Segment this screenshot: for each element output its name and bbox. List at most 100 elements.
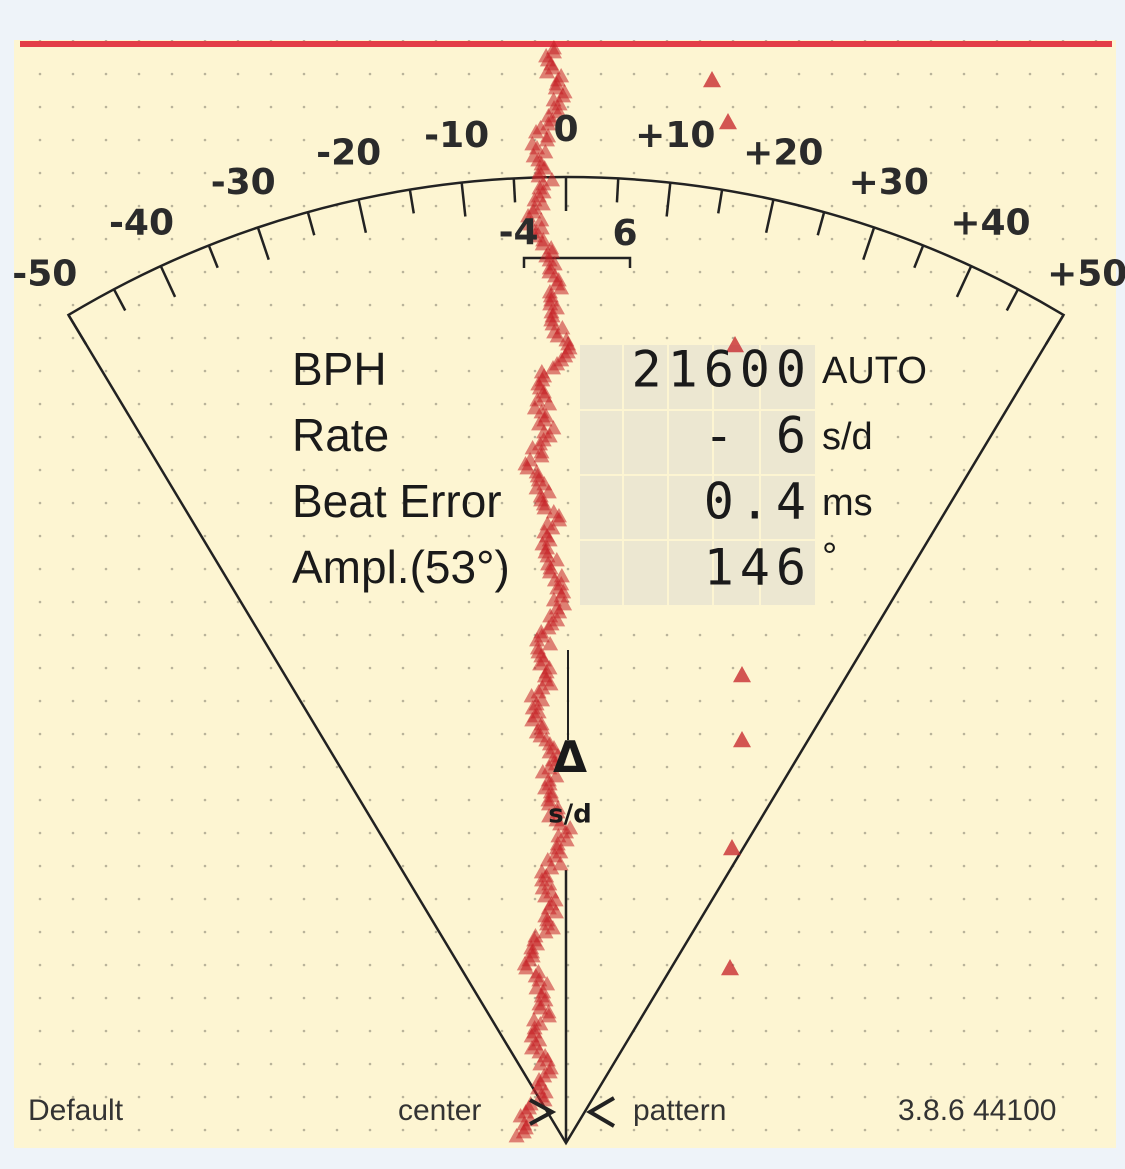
trace-point [534, 236, 551, 251]
dial-tick [615, 178, 620, 203]
scale-label: -30 [211, 162, 276, 203]
trace-point [540, 1008, 557, 1023]
readout-value: 0.4 [704, 473, 812, 531]
center-button[interactable]: center [398, 1094, 481, 1127]
trace-point [536, 500, 553, 515]
trace-point [524, 440, 541, 455]
pattern-arrow [586, 1096, 616, 1128]
trace [508, 40, 751, 1143]
trace-point [537, 924, 554, 939]
dial-tick [112, 288, 127, 312]
trace-point [537, 888, 554, 903]
scale-label: +10 [635, 115, 715, 156]
trace-point [551, 104, 568, 119]
trace-point [547, 80, 564, 95]
readout-unit: AUTO [822, 350, 927, 392]
trace-point [539, 64, 556, 79]
trace-point [552, 856, 569, 871]
trace-point [733, 666, 751, 683]
readout-unit: s/d [822, 416, 873, 458]
dial-fan [66, 175, 1066, 1146]
dial-tick [955, 265, 973, 298]
scale-label: -50 [12, 254, 77, 295]
trace-point [544, 316, 561, 331]
profile-button[interactable]: Default [28, 1094, 124, 1127]
trace-point [723, 839, 741, 856]
readout-unit: ° [822, 536, 837, 578]
status-bar-line [20, 41, 1112, 47]
trace-point [549, 328, 566, 343]
center-arrow [529, 1098, 557, 1126]
trace-point [539, 548, 556, 563]
dial-tick [256, 227, 270, 261]
trace-point [508, 1128, 525, 1143]
trace-point [551, 512, 568, 527]
scale-label: +40 [950, 202, 1030, 243]
scale-label: +50 [1047, 254, 1125, 295]
readout-value: 146 [704, 539, 812, 597]
trace-point [545, 360, 562, 375]
trace-axis-unit: s/d [548, 800, 592, 830]
inner-scale-label: -4 [499, 212, 539, 253]
dial-tick [716, 189, 724, 214]
dial-tick [913, 244, 925, 269]
dial-tick [764, 199, 775, 234]
trace-point [538, 132, 555, 147]
dial-tick [816, 211, 826, 236]
dial-tick [1044, 314, 1065, 345]
texts: Δ s/d Default center pattern 3.8.6 44100… [12, 109, 1125, 1127]
trace-point [528, 124, 545, 139]
trace-point [541, 396, 558, 411]
dial-tick [665, 182, 672, 217]
readout-label: Beat Error [292, 475, 502, 527]
trace-point [540, 484, 557, 499]
dial-tick [408, 189, 416, 214]
trace-point [544, 172, 561, 187]
trace-point [537, 144, 554, 159]
trace-point [542, 636, 559, 651]
trace-point [703, 71, 721, 88]
dial-tick [357, 199, 368, 234]
readout-background [580, 345, 815, 605]
scale-label: 0 [553, 109, 578, 150]
scale-label: -10 [424, 115, 489, 156]
trace-point [721, 959, 739, 976]
dial-tick [460, 182, 467, 217]
pattern-button[interactable]: pattern [633, 1094, 726, 1127]
trace-point [533, 448, 550, 463]
trace-point [733, 731, 751, 748]
trace-point [550, 828, 567, 843]
readout-label: Rate [292, 409, 389, 461]
scale-label: +20 [743, 133, 823, 174]
trace-point [534, 764, 551, 779]
trace-point [726, 336, 744, 353]
inner-scale-label: 6 [613, 213, 638, 254]
trace-point [532, 656, 549, 671]
trace-point [532, 1000, 549, 1015]
trace-axis-symbol: Δ [553, 732, 587, 783]
scale-label: -20 [316, 133, 381, 174]
trace-point [548, 552, 565, 567]
dial-tick [512, 178, 517, 203]
readout-label: Ampl.(53°) [292, 541, 510, 593]
trace-point [532, 1056, 549, 1071]
trace-point [549, 804, 566, 819]
trace-point [551, 604, 568, 619]
trace-point [529, 632, 546, 647]
trace-point [518, 960, 535, 975]
trace-point [534, 196, 551, 211]
trace-point [542, 676, 559, 691]
dial-tick [207, 244, 219, 269]
trace-point [536, 1092, 553, 1107]
trace-point [533, 212, 550, 227]
trace-point [526, 228, 543, 243]
range-bracket [522, 256, 632, 268]
readout-unit: ms [822, 482, 873, 524]
trace-point [547, 904, 564, 919]
dial-tick [862, 227, 876, 261]
trace-point [558, 832, 575, 847]
trace-point [519, 460, 536, 475]
readout-label: BPH [292, 343, 387, 395]
